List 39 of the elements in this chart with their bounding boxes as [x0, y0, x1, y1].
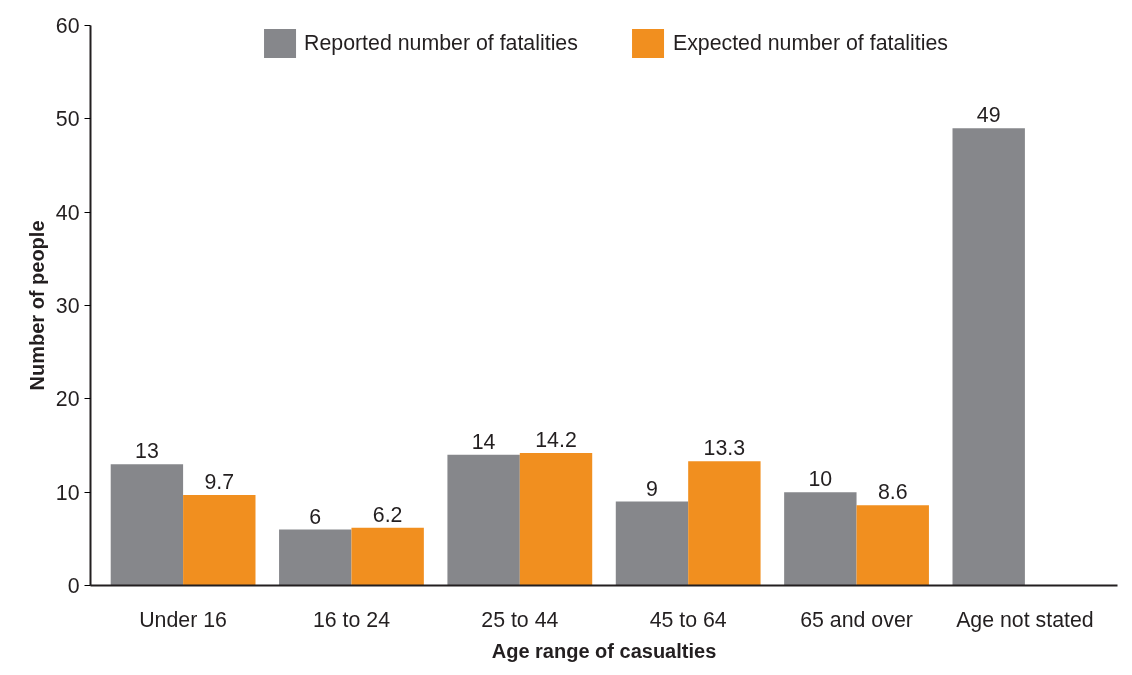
y-axis-title: Number of people	[25, 220, 48, 391]
data-label: 9.7	[204, 469, 235, 494]
bar	[447, 454, 520, 586]
bar	[519, 452, 593, 586]
bar	[183, 494, 256, 586]
x-tick-label: 25 to 44	[481, 607, 559, 632]
y-tick-label: 20	[55, 387, 80, 412]
legend-label: Reported number of fatalities	[304, 30, 578, 56]
y-tick-label: 40	[55, 200, 80, 225]
x-tick-label: Age not stated	[956, 607, 1094, 632]
data-label: 6.2	[372, 502, 403, 527]
bar	[688, 461, 761, 586]
x-tick-label: 65 and over	[800, 607, 913, 632]
y-tick-label: 30	[55, 294, 80, 318]
bar	[279, 529, 352, 586]
x-axis-title: Age range of casualties	[491, 639, 717, 662]
x-tick-label: 16 to 24	[312, 607, 391, 632]
data-label: 9	[646, 476, 658, 501]
data-label: 14	[471, 429, 496, 454]
y-tick-label: 50	[55, 107, 80, 132]
x-tick-label: Under 16	[139, 607, 227, 632]
x-tick-label: 45 to 64	[649, 607, 727, 632]
bar	[615, 501, 689, 586]
data-label: 14.2	[535, 427, 577, 452]
bar	[856, 505, 929, 586]
data-label: 6	[309, 504, 322, 529]
y-tick-label: 10	[55, 480, 80, 505]
bar	[952, 128, 1025, 586]
y-tick-label: 60	[55, 14, 80, 38]
bar	[351, 527, 424, 586]
data-label: 13	[135, 439, 159, 464]
bar	[110, 464, 184, 586]
data-label: 10	[808, 467, 833, 492]
legend-label: Expected number of fatalities	[672, 30, 948, 56]
bar	[784, 492, 857, 586]
data-label: 49	[976, 103, 1001, 128]
data-label: 13.3	[703, 436, 746, 461]
data-label: 8.6	[877, 480, 908, 505]
y-tick-label: 0	[67, 574, 80, 598]
